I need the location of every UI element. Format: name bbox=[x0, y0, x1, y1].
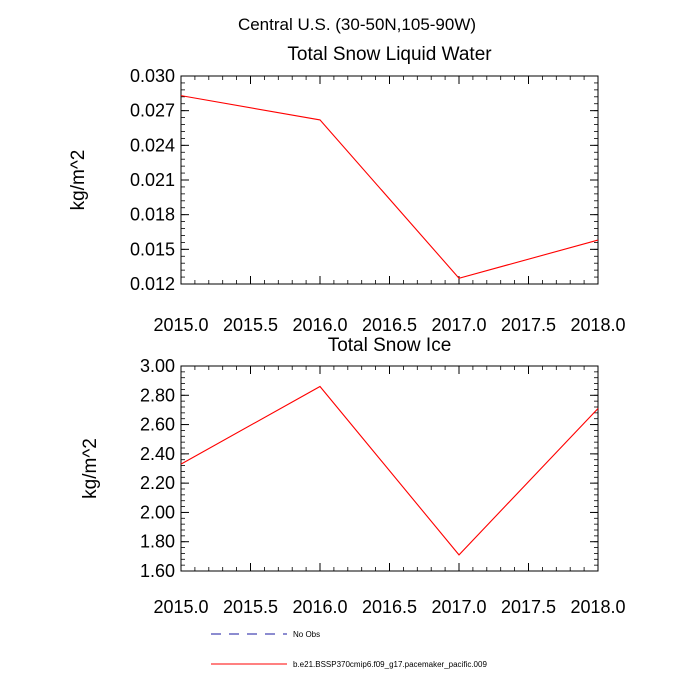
panel-title: Total Snow Liquid Water bbox=[287, 44, 492, 65]
chart-panel-2: Total Snow Ice 1.60 1.80 2.00 2.20 2.40 2.60 2.… bbox=[80, 335, 626, 617]
x-tick-label: 2017.5 bbox=[501, 597, 556, 617]
legend-item: b.e21.BSSP370cmip6.f09_g17.pacemaker_pac… bbox=[211, 660, 487, 669]
x-tick-label: 2015.5 bbox=[223, 315, 278, 335]
y-axis-label: kg/m^2 bbox=[80, 438, 101, 499]
y-tick-label: 0.027 bbox=[130, 101, 175, 121]
x-tick-label: 2017.5 bbox=[501, 315, 556, 335]
y-axis-label: kg/m^2 bbox=[68, 150, 89, 211]
x-tick-label: 2015.0 bbox=[153, 597, 208, 617]
plot-frame bbox=[180, 75, 599, 285]
legend-label: No Obs bbox=[293, 630, 320, 639]
y-tick-label: 1.80 bbox=[140, 532, 175, 552]
panel-title: Total Snow Ice bbox=[328, 335, 452, 356]
x-tick-label: 2018.0 bbox=[570, 597, 625, 617]
y-tick-label: 0.012 bbox=[130, 274, 175, 294]
y-tick-label: 0.021 bbox=[130, 170, 175, 190]
series-line bbox=[180, 95, 599, 279]
x-tick-label: 2016.0 bbox=[292, 315, 347, 335]
y-tick-label: 2.20 bbox=[140, 473, 175, 493]
legend-label: b.e21.BSSP370cmip6.f09_g17.pacemaker_pac… bbox=[293, 660, 487, 669]
y-tick-label: 0.024 bbox=[130, 135, 175, 155]
y-tick-label: 0.018 bbox=[130, 205, 175, 225]
x-tick-label: 2016.5 bbox=[362, 315, 417, 335]
y-tick-label: 2.40 bbox=[140, 444, 175, 464]
y-tick-label: 2.00 bbox=[140, 502, 175, 522]
y-tick-label: 1.60 bbox=[140, 561, 175, 581]
legend-item: No Obs bbox=[211, 630, 320, 639]
series-line bbox=[180, 385, 599, 556]
figure-title: Central U.S. (30-50N,105-90W) bbox=[238, 15, 476, 34]
y-tick-label: 0.015 bbox=[130, 239, 175, 259]
x-tick-label: 2017.0 bbox=[431, 597, 486, 617]
x-tick-label: 2015.5 bbox=[223, 597, 278, 617]
y-tick-label: 0.030 bbox=[130, 66, 175, 86]
x-tick-label: 2016.5 bbox=[362, 597, 417, 617]
x-tick-label: 2017.0 bbox=[431, 315, 486, 335]
x-tick-label: 2018.0 bbox=[570, 315, 625, 335]
plot-frame bbox=[180, 365, 599, 572]
x-tick-label: 2016.0 bbox=[292, 597, 347, 617]
legend: No Obs b.e21.BSSP370cmip6.f09_g17.pacemak… bbox=[211, 630, 487, 669]
y-tick-label: 3.00 bbox=[140, 356, 175, 376]
x-tick-label: 2015.0 bbox=[153, 315, 208, 335]
y-tick-label: 2.60 bbox=[140, 415, 175, 435]
chart-panel-1: Total Snow Liquid Water 0.012 0.015 0.018 0.… bbox=[68, 44, 626, 335]
y-tick-label: 2.80 bbox=[140, 385, 175, 405]
